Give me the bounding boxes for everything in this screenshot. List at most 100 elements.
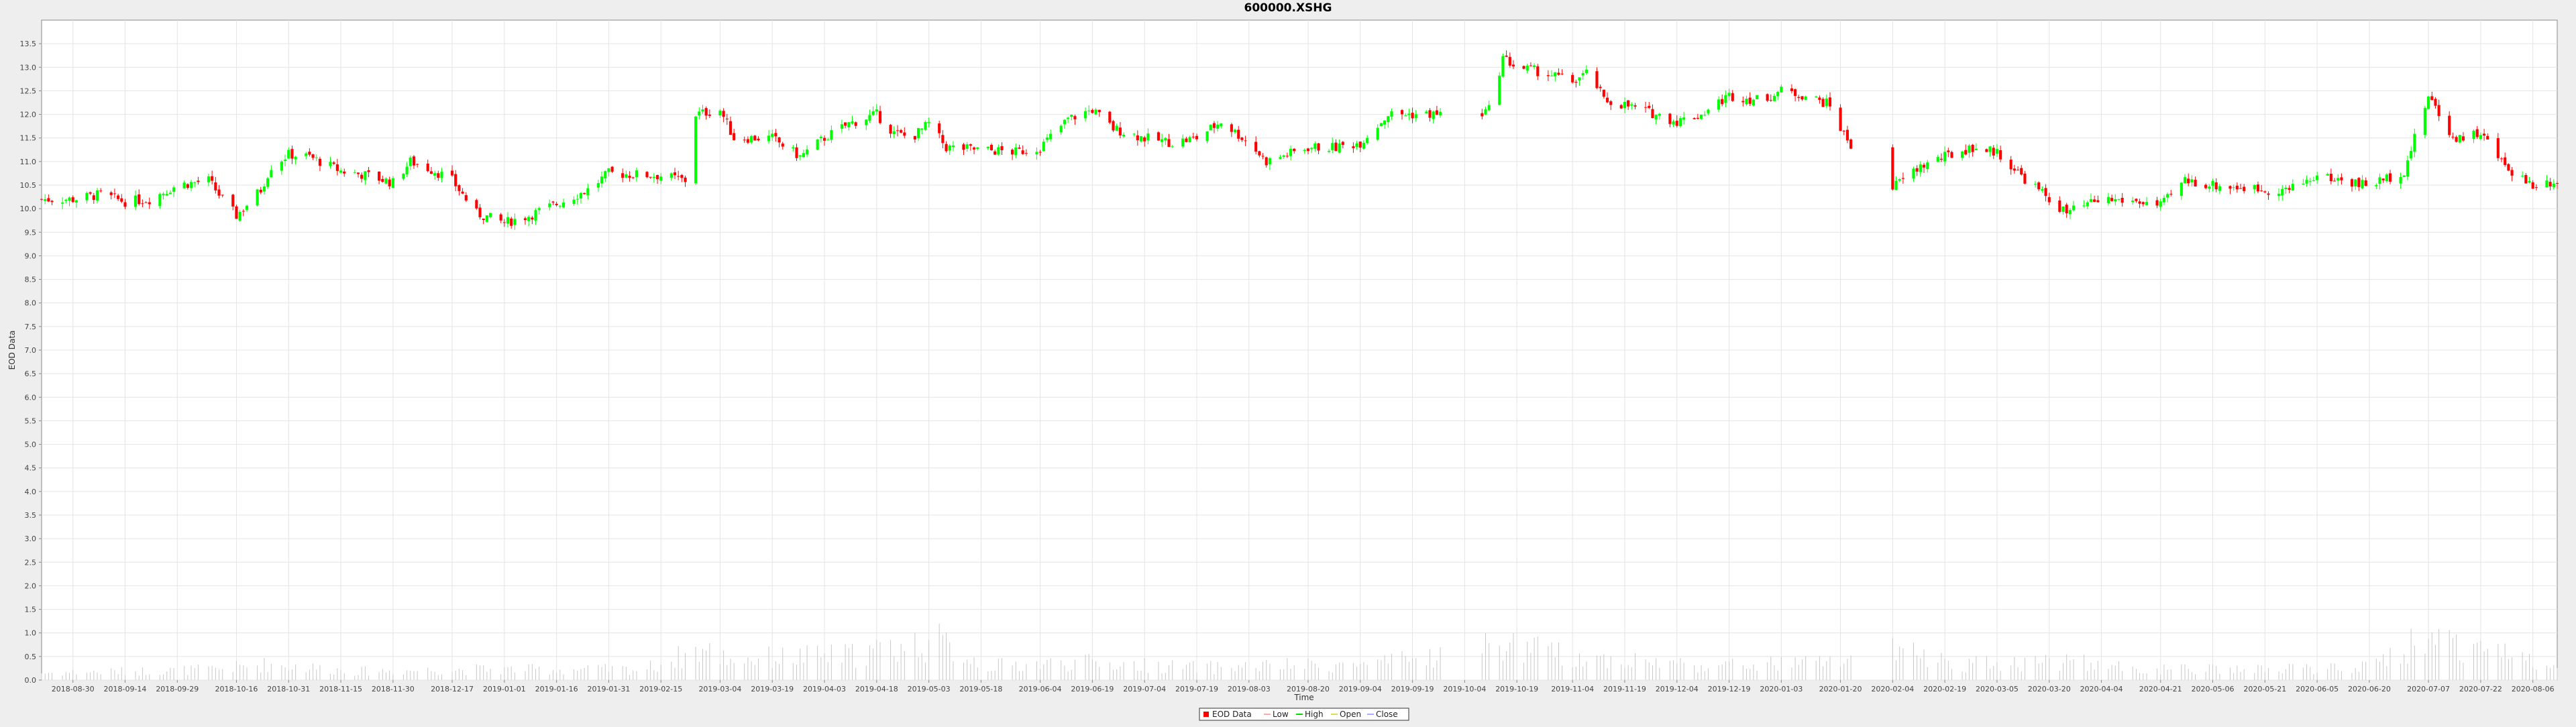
x-tick-label: 2020-05-06 (2192, 685, 2235, 693)
x-tick-label: 2019-02-15 (639, 685, 682, 693)
candle-body (698, 111, 701, 116)
x-tick-label: 2020-08-06 (2512, 685, 2555, 693)
candle-body (649, 176, 652, 178)
candle-body (1630, 104, 1633, 106)
candle-body (1038, 152, 1042, 153)
candle-body (1825, 98, 1828, 107)
candle-body (1237, 129, 1240, 139)
candle-body (217, 189, 221, 196)
candle-body (586, 188, 590, 195)
candle-body (2528, 180, 2531, 183)
candle-body (1059, 125, 1063, 133)
candle-body (2166, 194, 2169, 198)
candle-body (2326, 174, 2329, 176)
candle-body (2305, 180, 2308, 184)
candle-body (669, 173, 673, 178)
y-tick-label: 8.0 (25, 299, 37, 308)
candle-body (1258, 151, 1261, 156)
candle-body (1915, 168, 1919, 172)
x-tick-label: 2020-01-20 (1819, 685, 1862, 693)
candle-body (1352, 146, 1355, 148)
candle-body (1334, 142, 1338, 152)
y-axis-label: EOD Data (7, 331, 17, 370)
candle-body (1707, 109, 1710, 113)
candle-body (1383, 120, 1387, 125)
candle-body (1073, 116, 1077, 119)
candle-body (1481, 113, 1484, 117)
y-tick-label: 13.0 (20, 63, 37, 72)
candle-body (2552, 183, 2555, 187)
candle-body (1968, 145, 1971, 153)
x-tick-label: 2019-04-03 (803, 685, 846, 693)
candle-body (2402, 175, 2406, 177)
candle-body (259, 190, 262, 192)
y-tick-label: 0.5 (25, 653, 37, 661)
candle-body (2308, 181, 2312, 182)
candle-body (378, 171, 381, 181)
candle-body (1995, 149, 1999, 154)
candle-body (2208, 186, 2211, 189)
candle-body (1042, 142, 1045, 152)
candle-body (900, 129, 903, 133)
candle-body (513, 219, 517, 225)
candle-body (534, 210, 537, 221)
candle-body (2507, 164, 2510, 171)
candle-body (2350, 179, 2354, 187)
candle-body (2461, 136, 2465, 141)
candle-body (2229, 186, 2232, 189)
candle-body (1331, 143, 1334, 150)
candle-body (92, 195, 95, 201)
candle-body (1960, 151, 1964, 158)
candle-body (1693, 118, 1696, 119)
candle-body (1508, 56, 1511, 66)
x-tick-label: 2020-07-22 (2459, 685, 2502, 693)
candle-body (1599, 87, 1602, 89)
y-tick-label: 2.5 (25, 558, 37, 567)
candle-body (1115, 125, 1118, 131)
x-tick-label: 2019-01-16 (535, 685, 578, 693)
candle-body (1766, 94, 1769, 101)
candle-body (722, 111, 725, 117)
candle-body (117, 195, 120, 199)
candle-body (1112, 121, 1115, 131)
candle-body (2354, 179, 2357, 186)
x-tick-label: 2020-03-05 (1976, 685, 2019, 693)
candle-body (2385, 174, 2388, 182)
candle-body (2037, 182, 2041, 190)
candle-body (1769, 100, 1772, 101)
candle-body (2068, 210, 2072, 214)
candle-body (329, 162, 332, 166)
candle-body (2121, 197, 2124, 203)
candle-body (994, 151, 997, 155)
candle-body (1379, 123, 1383, 127)
x-tick-label: 2020-03-20 (2028, 685, 2071, 693)
candle-body (2211, 180, 2214, 186)
y-tick-label: 2.0 (25, 581, 37, 590)
candle-body (433, 173, 437, 176)
candle-body (2288, 188, 2291, 190)
candle-body (412, 156, 416, 166)
candle-body (1188, 137, 1191, 143)
candle-body (1171, 146, 1174, 148)
candle-body (290, 149, 294, 159)
candle-body (777, 137, 781, 143)
candle-body (50, 201, 54, 203)
candle-body (1898, 179, 1901, 181)
x-tick-label: 2019-03-04 (698, 685, 741, 693)
candle-body (1602, 89, 1605, 97)
candle-body (1912, 168, 1915, 179)
candle-body (1425, 111, 1428, 114)
candle-body (2510, 170, 2514, 176)
x-tick-label: 2020-06-20 (2348, 685, 2391, 693)
candle-body (916, 127, 920, 139)
candle-body (1818, 97, 1821, 100)
legend-label: EOD Data (1212, 710, 1252, 719)
candle-body (635, 170, 639, 178)
candle-body (840, 124, 844, 129)
candle-body (2253, 184, 2256, 190)
candle-body (2361, 180, 2364, 188)
candle-body (2117, 199, 2121, 200)
y-tick-label: 13.5 (20, 40, 37, 48)
candle-body (2475, 129, 2479, 137)
candle-body (1067, 117, 1070, 119)
